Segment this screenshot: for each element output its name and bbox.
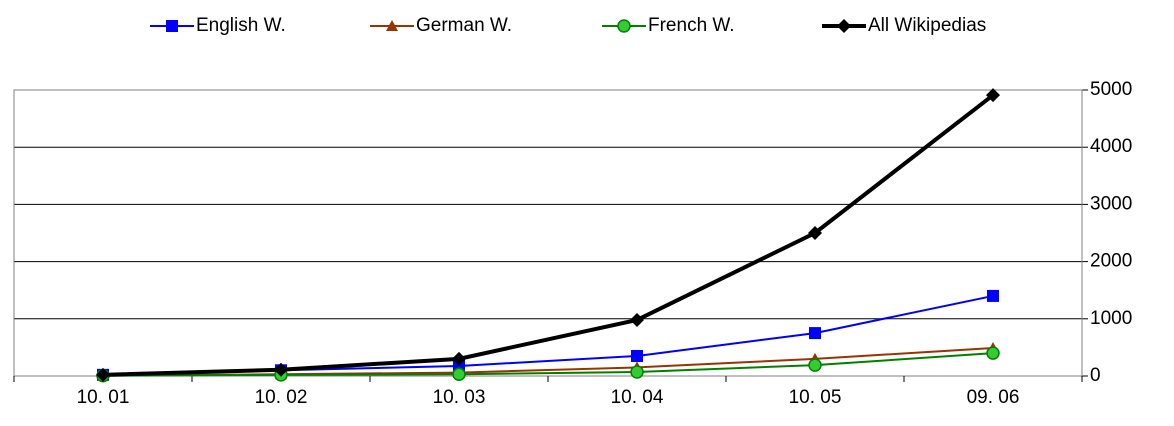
marker [452,367,466,382]
y-tick-label: 2000 [1090,251,1132,272]
y-tick-label: 0 [1090,365,1101,386]
marker [987,289,999,302]
x-tick-label: 10. 02 [255,387,308,408]
marker [986,346,1000,360]
marker [631,349,643,362]
marker [630,312,644,327]
series-line [102,352,994,377]
y-tick-label: 1000 [1090,308,1132,329]
x-tick-label: 10. 03 [433,387,486,408]
marker [808,226,822,240]
legend-label: All Wikipedias [868,15,986,36]
x-tick-label: 10. 01 [77,387,130,408]
marker [808,358,822,372]
legend-label: English W. [196,15,286,36]
legend-label: French W. [648,15,735,36]
marker [274,362,288,377]
marker [386,20,398,31]
marker [96,367,110,382]
y-tick-label: 5000 [1090,79,1132,100]
legend-label: German W. [416,15,512,36]
y-tick-label: 4000 [1090,136,1132,157]
marker [630,365,644,379]
x-tick-label: 09. 06 [967,387,1020,408]
plot-border [13,89,1083,377]
y-tick-label: 3000 [1090,193,1132,214]
marker [837,19,851,33]
marker [617,19,631,33]
x-tick-label: 10. 05 [789,387,842,408]
series-line [102,93,995,377]
marker [452,351,466,366]
marker [809,327,821,340]
marker [166,20,178,32]
x-tick-label: 10. 04 [611,387,664,408]
marker [986,88,1000,103]
